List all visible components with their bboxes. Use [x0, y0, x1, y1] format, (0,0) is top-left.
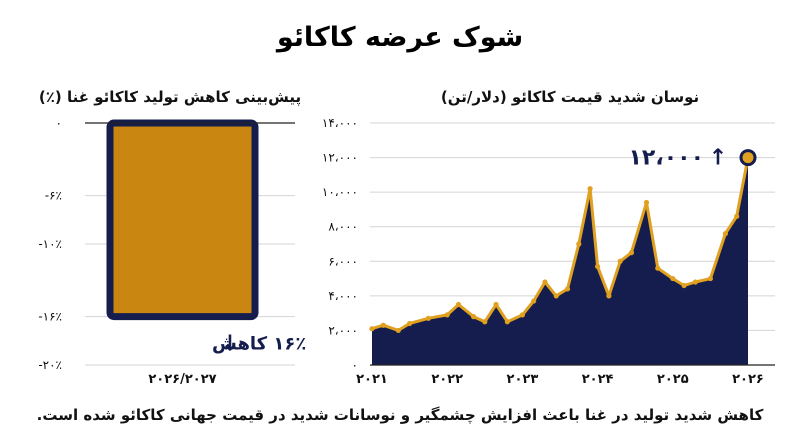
price-point — [670, 275, 676, 282]
price-point — [395, 327, 401, 334]
area-y-tick-label: ۲،۰۰۰ — [328, 323, 358, 337]
area-y-tick-label: ۴،۰۰۰ — [328, 289, 358, 303]
price-point — [444, 312, 450, 318]
page-title: شوک عرضه کاکائو — [276, 22, 524, 53]
price-area — [372, 157, 748, 365]
area-annotation-label: ۱۲،۰۰۰ — [629, 146, 705, 171]
bar-annotation: ۱۶٪ کاهش ↓ — [212, 332, 306, 357]
price-point — [643, 199, 650, 206]
area-y-tick-label: ۱۴،۰۰۰ — [322, 116, 358, 130]
bar-chart-title: پیش‌بینی کاهش تولید کاکائو غنا (٪) — [38, 88, 302, 106]
price-point — [576, 241, 582, 247]
area-chart: ۰۲،۰۰۰۴،۰۰۰۶،۰۰۰۸،۰۰۰۱۰،۰۰۰۱۲،۰۰۰۱۴،۰۰۰ … — [322, 116, 775, 387]
area-y-tick-label: ۶،۰۰۰ — [328, 254, 358, 268]
price-point — [531, 298, 537, 304]
bar-y-axis: ۰ -۶٪ -۱۰٪ -۱۶٪ -۲۰٪ — [38, 116, 62, 372]
down-arrow-icon: ↓ — [221, 332, 239, 357]
area-y-tick-label: ۸،۰۰۰ — [328, 220, 358, 234]
price-point — [707, 275, 714, 282]
bar-y-tick-label: -۲۰٪ — [38, 358, 62, 372]
price-point — [369, 326, 375, 332]
price-point — [681, 282, 687, 289]
bar-y-tick-label: -۶٪ — [45, 189, 62, 203]
bar-x-tick-label: ۲۰۲۶/۲۰۲۷ — [148, 372, 216, 387]
up-arrow-icon: ↑ — [709, 146, 727, 171]
bar-chart: ۰ -۶٪ -۱۰٪ -۱۶٪ -۲۰٪ ۱۶٪ کاهش ↓ ۲۰۲۶/۲۰۲۷ — [38, 116, 306, 387]
area-chart-title: نوسان شدید قیمت کاکائو (دلار/تن) — [440, 88, 700, 106]
price-point — [606, 293, 612, 299]
price-point — [617, 258, 623, 264]
bar-ghana-production — [106, 119, 259, 321]
price-point — [628, 250, 635, 256]
area-x-tick-label: ۲۰۲۱ — [356, 372, 388, 387]
price-point — [692, 279, 698, 285]
area-x-tick-label: ۲۰۲۴ — [582, 372, 614, 387]
price-point — [655, 265, 661, 271]
area-x-tick-label: ۲۰۲۶ — [732, 372, 764, 387]
price-point — [504, 319, 510, 325]
price-point — [542, 279, 548, 285]
bar-y-tick-label: -۱۰٪ — [38, 237, 62, 251]
price-point — [493, 301, 499, 308]
price-point — [734, 213, 740, 219]
price-point — [519, 312, 526, 318]
price-point — [380, 322, 386, 328]
area-annotation: ۱۲،۰۰۰ ↑ — [629, 146, 728, 171]
price-point — [595, 263, 601, 270]
area-x-axis: ۲۰۲۱ ۲۰۲۲ ۲۰۲۳ ۲۰۲۴ ۲۰۲۵ ۲۰۲۶ — [356, 372, 764, 387]
price-point — [407, 320, 413, 327]
area-y-axis: ۰ ۲،۰۰۰ ۴،۰۰۰ ۶،۰۰۰ ۸،۰۰۰ ۱۰،۰۰۰ ۱۲،۰۰۰ ۱۴،۰۰۰ — [322, 116, 358, 372]
price-point — [564, 286, 571, 292]
price-point — [482, 319, 488, 325]
area-y-tick-label: ۰ — [352, 358, 358, 372]
area-y-tick-label: ۱۲،۰۰۰ — [322, 151, 358, 165]
price-point — [739, 149, 757, 167]
area-x-tick-label: ۲۰۲۲ — [431, 372, 463, 387]
bar-y-tick-label: -۱۶٪ — [38, 310, 62, 324]
price-point — [470, 314, 477, 320]
bar-y-tick-label: ۰ — [56, 116, 62, 130]
price-point — [722, 231, 729, 237]
price-points — [369, 149, 757, 334]
bar-annotation-label: ۱۶٪ کاهش — [212, 334, 306, 355]
footer-caption: کاهش شدید تولید در غنا باعث افزایش چشمگی… — [36, 406, 764, 424]
price-point — [455, 301, 462, 308]
area-x-tick-label: ۲۰۲۳ — [507, 372, 539, 387]
price-point — [587, 186, 593, 192]
area-y-tick-label: ۱۰،۰۰۰ — [322, 185, 358, 199]
price-point — [425, 315, 431, 321]
area-x-tick-label: ۲۰۲۵ — [657, 372, 689, 387]
price-point — [553, 293, 559, 299]
